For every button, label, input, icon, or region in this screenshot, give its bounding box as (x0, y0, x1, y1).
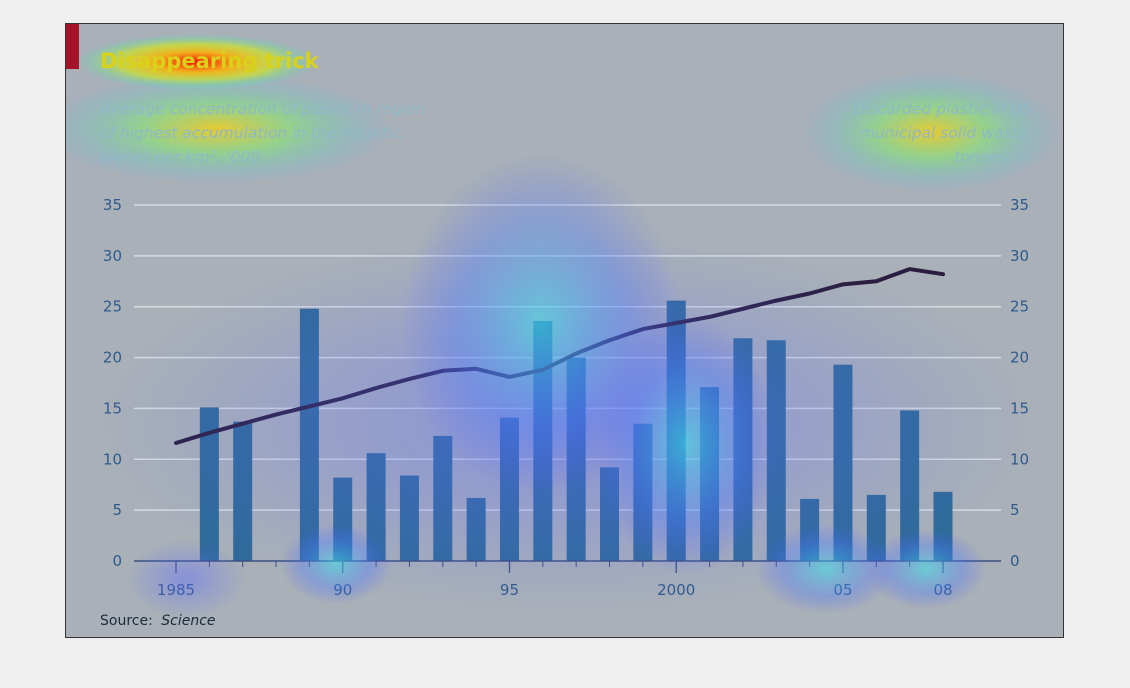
y-tick-label-right: 20 (1010, 349, 1029, 367)
left-axis-label-line-1: Average concentration of plastic in regi… (99, 100, 426, 118)
y-tick-label-left: 20 (103, 349, 122, 367)
y-tick-label-right: 35 (1010, 196, 1029, 214)
accent-tab (66, 24, 79, 69)
y-tick-label-left: 5 (112, 501, 122, 519)
source-label: Source: (100, 613, 153, 629)
y-tick-label-left: 0 (112, 552, 122, 570)
source-note: Source: Science (100, 613, 216, 629)
y-tick-label-left: 25 (103, 298, 122, 316)
y-tick-label-right: 5 (1010, 501, 1020, 519)
attention-heatmap-overlay (66, 34, 1061, 619)
y-tick-label-right: 0 (1010, 552, 1020, 570)
y-tick-label-right: 30 (1010, 247, 1029, 265)
left-axis-label-line-2: of highest accumulation in the Atlantic, (100, 124, 406, 142)
y-tick-label-left: 30 (103, 247, 122, 265)
right-axis-label-line-2: municipal solid waste, (860, 124, 1032, 142)
y-tick-label-left: 35 (103, 196, 122, 214)
chart-frame: 0055101015152020252530303535198590952000… (65, 23, 1064, 638)
y-tick-label-right: 25 (1010, 298, 1029, 316)
right-axis-label-line-1: Discarded plastic in US (853, 100, 1032, 118)
chart-title: Disappearing trick (100, 49, 320, 73)
source-name: Science (161, 613, 215, 629)
right-axis-label-line-3: tonnes, m (954, 148, 1032, 166)
left-axis-label-line-3: pieces per km², ’000 (99, 148, 260, 166)
chart-svg: 0055101015152020252530303535198590952000… (66, 24, 1061, 629)
